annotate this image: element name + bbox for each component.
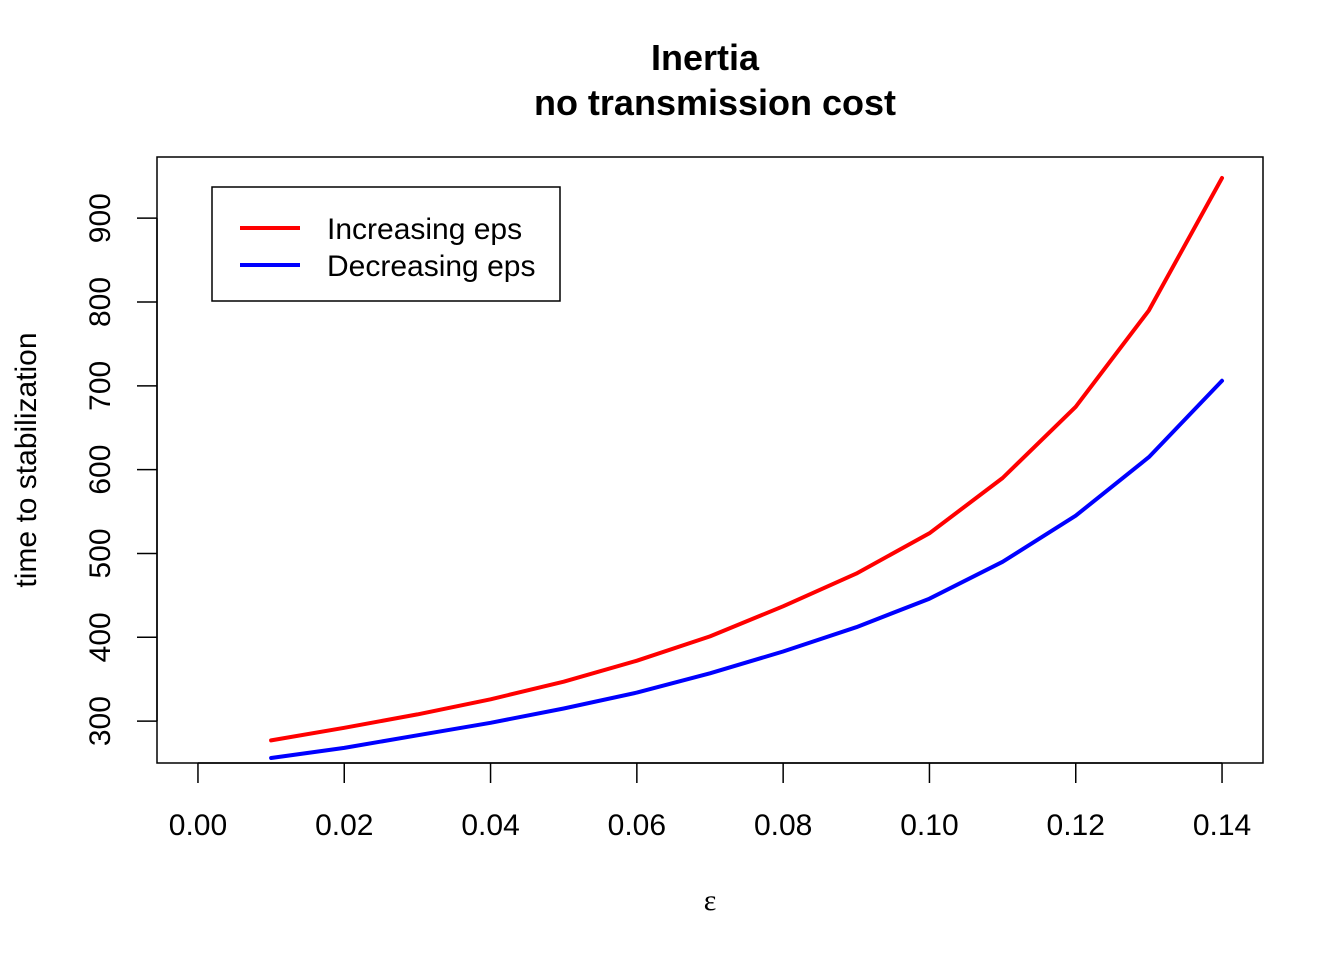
y-tick-label: 900 bbox=[84, 193, 117, 243]
x-tick-label: 0.06 bbox=[608, 809, 666, 842]
y-tick-label: 300 bbox=[84, 696, 117, 746]
x-axis: 0.00 0.02 0.04 0.06 0.08 0.10 0.12 0.14 bbox=[169, 762, 1251, 842]
x-tick-label: 0.04 bbox=[461, 809, 519, 842]
y-tick-label: 600 bbox=[84, 445, 117, 495]
legend-box bbox=[211, 186, 561, 302]
x-tick-label: 0.02 bbox=[315, 809, 373, 842]
x-tick-label: 0.12 bbox=[1047, 809, 1105, 842]
y-axis: 300 400 500 600 700 800 900 bbox=[84, 193, 158, 746]
y-tick-label: 400 bbox=[84, 612, 117, 662]
series-line-increasing bbox=[269, 176, 1224, 743]
y-axis-label: time to stabilization bbox=[10, 332, 43, 587]
series-line-decreasing bbox=[269, 378, 1224, 760]
x-tick-label: 0.08 bbox=[754, 809, 812, 842]
y-tick-label: 500 bbox=[84, 528, 117, 578]
legend-label-increasing: Increasing eps bbox=[327, 213, 522, 246]
chart-subtitle: no transmission cost bbox=[534, 82, 896, 123]
y-tick-label: 700 bbox=[84, 361, 117, 411]
x-tick-label: 0.10 bbox=[900, 809, 958, 842]
x-tick-label: 0.00 bbox=[169, 809, 227, 842]
x-axis-label: ε bbox=[704, 884, 717, 917]
x-tick-label: 0.14 bbox=[1193, 809, 1251, 842]
y-tick-label: 800 bbox=[84, 277, 117, 327]
chart-title: Inertia bbox=[651, 37, 760, 78]
series-layer bbox=[269, 176, 1224, 760]
legend-label-decreasing: Decreasing eps bbox=[327, 250, 535, 283]
legend: Increasing eps Decreasing eps bbox=[211, 186, 561, 302]
